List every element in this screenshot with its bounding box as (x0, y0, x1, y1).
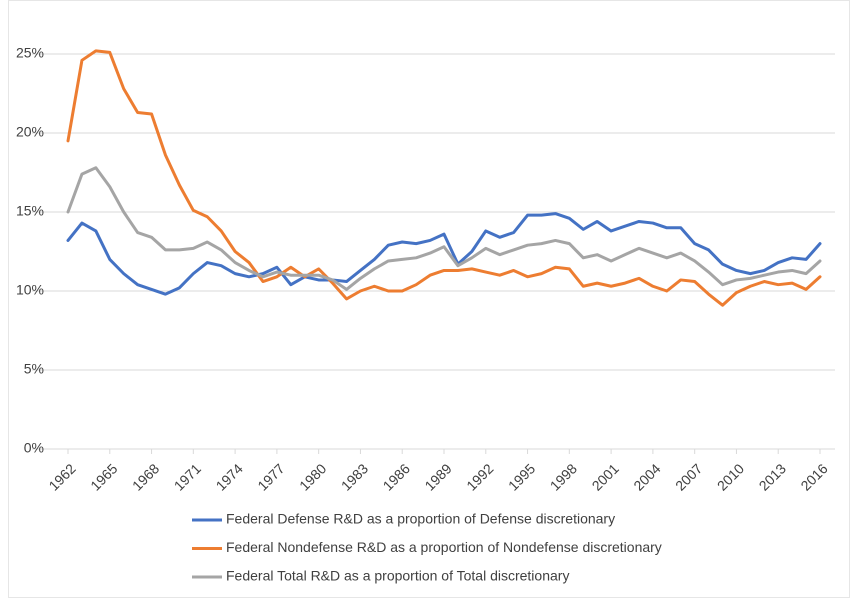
legend-label: Federal Defense R&D as a proportion of D… (226, 511, 615, 527)
y-tick-label: 20% (16, 124, 44, 140)
legend-label: Federal Nondefense R&D as a proportion o… (226, 539, 662, 555)
series-line (66, 212, 822, 296)
chart-frame (8, 0, 850, 598)
legend-label: Federal Total R&D as a proportion of Tot… (226, 568, 569, 584)
y-tick-label: 25% (16, 45, 44, 61)
series-line (66, 49, 822, 307)
y-tick-label: 15% (16, 203, 44, 219)
y-tick-label: 0% (24, 440, 44, 456)
y-tick-label: 10% (16, 282, 44, 298)
series-line (66, 166, 822, 291)
y-tick-label: 5% (24, 361, 44, 377)
